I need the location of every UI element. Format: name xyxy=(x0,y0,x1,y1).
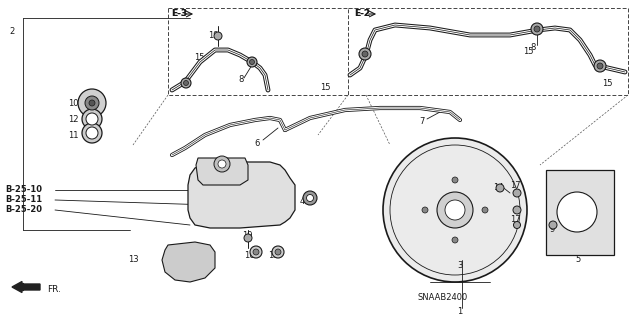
Bar xyxy=(546,170,614,255)
Circle shape xyxy=(534,26,540,32)
Circle shape xyxy=(437,192,473,228)
Circle shape xyxy=(557,192,597,232)
Text: 6: 6 xyxy=(254,138,260,147)
Circle shape xyxy=(275,249,281,255)
Circle shape xyxy=(513,221,520,228)
Circle shape xyxy=(422,207,428,213)
Circle shape xyxy=(359,48,371,60)
Text: 17: 17 xyxy=(510,216,520,225)
Text: SNAAB2400: SNAAB2400 xyxy=(418,293,468,302)
Text: 4: 4 xyxy=(300,197,305,206)
Circle shape xyxy=(82,123,102,143)
Text: 11: 11 xyxy=(68,130,79,139)
Text: 13: 13 xyxy=(128,256,139,264)
Text: 3: 3 xyxy=(458,261,463,270)
Circle shape xyxy=(253,249,259,255)
Circle shape xyxy=(531,23,543,35)
Text: 8: 8 xyxy=(238,76,243,85)
Circle shape xyxy=(452,177,458,183)
Text: 14: 14 xyxy=(493,182,504,191)
Text: 17: 17 xyxy=(510,181,520,189)
Circle shape xyxy=(272,246,284,258)
Circle shape xyxy=(244,234,252,242)
Text: 2: 2 xyxy=(9,27,14,36)
Circle shape xyxy=(218,160,226,168)
Text: 12: 12 xyxy=(68,115,79,123)
Bar xyxy=(348,8,628,95)
Circle shape xyxy=(383,138,527,282)
Text: 15: 15 xyxy=(523,48,534,56)
Text: 15: 15 xyxy=(602,78,612,87)
Text: 10: 10 xyxy=(68,99,79,108)
Circle shape xyxy=(597,63,603,69)
Text: 16: 16 xyxy=(244,251,255,261)
Text: 1: 1 xyxy=(458,307,463,315)
Text: FR.: FR. xyxy=(47,286,61,294)
Circle shape xyxy=(78,89,106,117)
Text: 7: 7 xyxy=(419,117,425,127)
Text: 9: 9 xyxy=(550,226,556,234)
Circle shape xyxy=(86,113,98,125)
Text: E-3: E-3 xyxy=(171,10,187,19)
Polygon shape xyxy=(162,242,215,282)
Circle shape xyxy=(214,156,230,172)
Circle shape xyxy=(214,32,222,40)
Text: 15: 15 xyxy=(194,53,205,62)
Text: E-2: E-2 xyxy=(354,10,370,19)
Circle shape xyxy=(496,184,504,192)
Circle shape xyxy=(250,246,262,258)
Text: B-25-20: B-25-20 xyxy=(5,205,42,214)
Circle shape xyxy=(307,195,314,202)
Text: E-3: E-3 xyxy=(171,10,187,19)
Bar xyxy=(168,8,366,95)
Text: 15: 15 xyxy=(320,84,330,93)
Circle shape xyxy=(445,200,465,220)
Text: 18: 18 xyxy=(268,251,278,261)
Circle shape xyxy=(513,189,521,197)
Circle shape xyxy=(362,51,368,57)
Circle shape xyxy=(89,100,95,106)
Circle shape xyxy=(247,57,257,67)
Circle shape xyxy=(82,109,102,129)
Text: B-25-11: B-25-11 xyxy=(5,196,42,204)
Circle shape xyxy=(452,237,458,243)
Circle shape xyxy=(594,60,606,72)
Text: E-2: E-2 xyxy=(354,10,370,19)
Polygon shape xyxy=(196,158,248,185)
Circle shape xyxy=(86,127,98,139)
Circle shape xyxy=(181,78,191,88)
Circle shape xyxy=(250,60,255,64)
Circle shape xyxy=(513,206,521,214)
Text: 19: 19 xyxy=(208,32,218,41)
Text: 8: 8 xyxy=(530,42,536,51)
FancyArrow shape xyxy=(12,281,40,293)
Circle shape xyxy=(85,96,99,110)
Circle shape xyxy=(303,191,317,205)
Text: B-25-10: B-25-10 xyxy=(5,186,42,195)
Text: 5: 5 xyxy=(575,256,580,264)
Circle shape xyxy=(549,221,557,229)
Circle shape xyxy=(482,207,488,213)
Polygon shape xyxy=(188,162,295,228)
Text: 19: 19 xyxy=(242,232,253,241)
Circle shape xyxy=(184,80,189,85)
